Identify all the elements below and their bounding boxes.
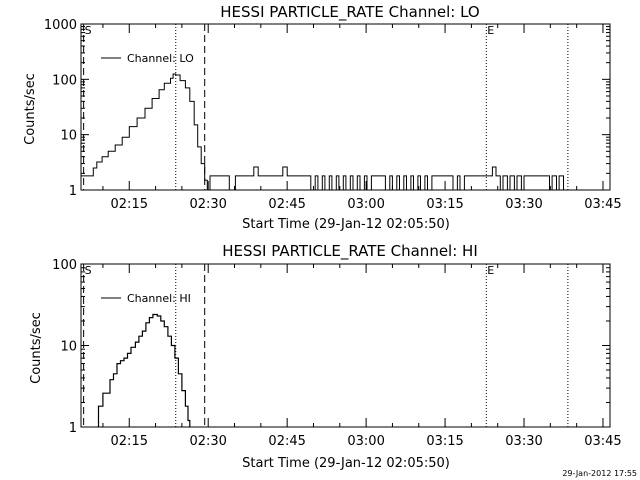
lo-legend: Channel: LO [101, 52, 194, 65]
lo-y-tick-label: 1 [69, 184, 77, 199]
lo-x-tick-label: 02:30 [189, 197, 226, 212]
hi-x-tick-label: 02:15 [111, 434, 148, 449]
hi-x-axis-label: Start Time (29-Jan-12 02:05:50) [242, 456, 450, 471]
lo-x-tick-label: 03:45 [584, 197, 621, 212]
lo-x-tick-label: 02:45 [268, 197, 305, 212]
hi-y-tick-label: 1 [69, 421, 77, 436]
hi-marker-e: E [487, 264, 494, 277]
hi-y-tick-label: 100 [52, 258, 77, 273]
hi-series-line [97, 313, 191, 427]
lo-y-tick-label: 1000 [44, 18, 77, 33]
lo-channel-panel: HESSI PARTICLE_RATE Channel: LO Start Ti… [23, 3, 622, 232]
lo-y-tick-label: 100 [52, 73, 77, 88]
hi-plot-frame [80, 263, 611, 428]
lo-x-axis-label: Start Time (29-Jan-12 02:05:50) [242, 217, 450, 232]
hi-legend-label: Channel: HI [127, 292, 191, 305]
lo-x-tick-label: 03:00 [347, 197, 384, 212]
hi-legend: Channel: HI [101, 292, 191, 305]
hi-chart-title: HESSI PARTICLE_RATE Channel: HI [222, 242, 478, 261]
hi-x-tick-label: 03:45 [584, 434, 621, 449]
lo-marker-e: E [487, 24, 494, 37]
lo-x-tick-label: 03:30 [505, 197, 542, 212]
hi-channel-panel: HESSI PARTICLE_RATE Channel: HI Start Ti… [29, 242, 622, 471]
hi-x-tick-label: 03:00 [347, 434, 384, 449]
hi-x-tick-label: 03:15 [426, 434, 463, 449]
lo-series-line [81, 73, 568, 191]
hi-x-tick-label: 02:30 [189, 434, 226, 449]
lo-chart-title: HESSI PARTICLE_RATE Channel: LO [220, 3, 479, 22]
lo-legend-label: Channel: LO [127, 52, 194, 65]
hi-x-tick-label: 03:30 [505, 434, 542, 449]
lo-x-tick-label: 03:15 [426, 197, 463, 212]
lo-y-tick-label: 10 [60, 129, 77, 144]
hi-x-tick-label: 02:45 [268, 434, 305, 449]
hi-y-tick-label: 10 [60, 340, 77, 355]
hi-y-axis-label: Counts/sec [29, 312, 44, 384]
lo-x-tick-label: 02:15 [111, 197, 148, 212]
lo-y-axis-label: Counts/sec [23, 73, 38, 145]
lo-plot-frame [80, 23, 611, 191]
hi-marker-s: S [85, 264, 92, 277]
generation-timestamp: 29-Jan-2012 17:55 [562, 469, 637, 478]
lo-marker-s: S [85, 24, 92, 37]
